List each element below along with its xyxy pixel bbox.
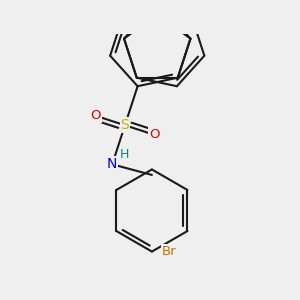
Text: Br: Br (162, 245, 176, 258)
Text: H: H (119, 148, 129, 161)
Text: O: O (149, 128, 160, 141)
Text: N: N (107, 157, 117, 171)
Text: S: S (121, 118, 129, 132)
Text: O: O (90, 109, 101, 122)
